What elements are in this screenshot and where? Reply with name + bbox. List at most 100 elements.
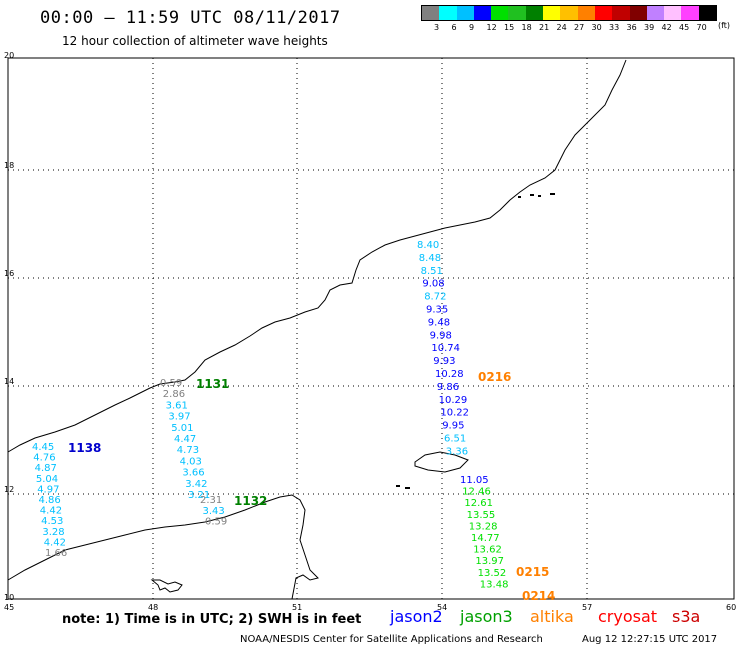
satellite-label-cryosat: cryosat <box>598 607 658 626</box>
wave-height-value: 3.42 <box>185 479 207 490</box>
wave-height-value: 13.62 <box>473 545 502 556</box>
legend-label: 36 <box>626 23 637 32</box>
wave-height-value: 6.51 <box>444 434 466 445</box>
legend-swatch <box>543 6 561 20</box>
wave-height-value: 3.36 <box>446 446 468 457</box>
latitude-label: 10 <box>4 593 14 602</box>
generated-timestamp: Aug 12 12:27:15 UTC 2017 <box>582 634 718 645</box>
wave-height-value: 8.72 <box>424 292 446 303</box>
wave-height-value: 12.46 <box>462 487 491 498</box>
satellite-label-s3a: s3a <box>672 607 701 626</box>
legend-label: 6 <box>451 23 457 32</box>
wave-height-value: 13.52 <box>478 568 507 579</box>
wave-height-value: 10.28 <box>435 369 464 380</box>
legend-label: 33 <box>609 23 620 32</box>
wave-height-value: 4.45 <box>32 442 54 453</box>
longitude-label: 57 <box>582 603 592 612</box>
legend-labels: 3 6 9 12 15 18 21 24 27 30 33 36 39 42 45 70 <box>421 21 717 33</box>
wave-height-value: 13.28 <box>469 521 498 532</box>
legend-label: 12 <box>486 23 497 32</box>
altimeter-tracks: 4.454.764.875.044.974.864.424.533.284.42… <box>32 240 555 603</box>
wave-height-value: 3.43 <box>203 506 225 517</box>
wave-height-value: 10.29 <box>439 395 468 406</box>
longitude-label: 45 <box>4 603 14 612</box>
wave-height-value: 14.77 <box>471 533 500 544</box>
latitude-label: 20 <box>4 51 14 60</box>
track-time-label: 1131 <box>196 377 229 391</box>
wave-height-value: 3.21 <box>188 490 210 501</box>
legend-swatch <box>577 6 595 20</box>
longitude-labels: 45 48 51 54 57 60 <box>4 603 736 612</box>
legend-swatch <box>473 6 492 20</box>
legend-swatch <box>456 6 474 20</box>
wave-height-value: 9.95 <box>442 421 464 432</box>
track-time-label: 0216 <box>478 370 511 384</box>
wave-height-value: 8.48 <box>419 253 441 264</box>
footer-note: note: 1) Time is in UTC; 2) SWH is in fe… <box>62 612 362 627</box>
legend-swatch <box>612 6 630 20</box>
wave-height-value: 4.03 <box>180 456 202 467</box>
coastline-arabia <box>7 59 627 453</box>
grid-lines <box>8 58 734 599</box>
legend-label: 21 <box>539 23 550 32</box>
wave-height-value: 4.53 <box>41 516 63 527</box>
latitude-label: 18 <box>4 161 14 170</box>
legend-swatch <box>664 6 682 20</box>
wave-height-value: 9.35 <box>426 305 448 316</box>
wave-height-value: 4.42 <box>40 506 62 517</box>
map-subtitle: 12 hour collection of altimeter wave hei… <box>62 34 328 48</box>
kuria-muria-islands <box>518 193 555 198</box>
wave-height-value: 3.28 <box>42 527 64 538</box>
wave-height-value: 3.97 <box>168 412 190 423</box>
wave-height-value: 10.22 <box>440 408 469 419</box>
legend-label: 27 <box>574 23 585 32</box>
map-title: 00:00 – 11:59 UTC 08/11/2017 <box>40 8 341 28</box>
wave-height-value: 2.86 <box>163 389 185 400</box>
wave-height-value: 3.61 <box>166 400 188 411</box>
socotra-island <box>414 451 469 473</box>
legend-swatch <box>629 6 647 20</box>
latitude-label: 12 <box>4 485 14 494</box>
legend-swatch <box>525 6 544 20</box>
wave-height-value: 4.76 <box>33 453 55 464</box>
longitude-label: 51 <box>292 603 302 612</box>
wave-height-value: 12.61 <box>464 498 493 509</box>
legend-label: 42 <box>661 23 672 32</box>
wave-height-value: 4.42 <box>44 537 66 548</box>
wave-height-value: 9.93 <box>433 356 455 367</box>
legend-label: 3 <box>434 23 440 32</box>
legend-swatch <box>681 6 699 20</box>
satellite-label-jason3: jason3 <box>460 607 513 626</box>
legend-swatch <box>491 6 509 20</box>
wave-height-value: 9.98 <box>430 330 452 341</box>
legend-unit: (ft) <box>718 21 731 30</box>
legend-label: 15 <box>504 23 515 32</box>
map-frame <box>7 57 735 600</box>
latitude-labels: 20 18 16 14 12 10 <box>4 51 14 602</box>
wave-height-value: 3.66 <box>182 468 204 479</box>
wave-height-value: 9.08 <box>422 279 444 290</box>
satellite-label-jason2: jason2 <box>390 607 443 626</box>
legend-swatch <box>646 6 665 20</box>
wave-height-value: 8.51 <box>421 266 443 277</box>
wave-height-value: 0.59 <box>205 517 227 528</box>
satellite-label-altika: altika <box>530 607 574 626</box>
wave-height-value: 13.48 <box>480 579 509 590</box>
wave-height-value: 5.04 <box>36 474 58 485</box>
wave-height-value: 2.31 <box>200 495 222 506</box>
legend-label: 70 <box>696 23 707 32</box>
legend-label: 45 <box>679 23 690 32</box>
socotra-islets <box>396 485 410 489</box>
wave-height-value: 13.55 <box>467 510 496 521</box>
wave-height-value: 4.47 <box>174 434 196 445</box>
wave-height-value: 4.87 <box>35 463 57 474</box>
wave-height-value: 4.86 <box>39 495 61 506</box>
longitude-label: 54 <box>437 603 447 612</box>
coastline-somalia <box>7 494 319 600</box>
legend-swatch <box>594 6 613 20</box>
wave-height-value: 4.97 <box>37 484 59 495</box>
legend-label: 18 <box>521 23 532 32</box>
legend-label: 24 <box>556 23 567 32</box>
track-time-label: 1132 <box>234 494 267 508</box>
